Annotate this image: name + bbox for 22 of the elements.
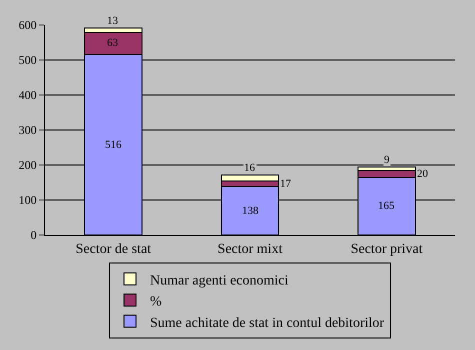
y-tick-label: 400 [18, 88, 37, 102]
legend-label: % [150, 294, 162, 310]
y-tick-label: 500 [18, 53, 37, 68]
y-tick-label: 200 [18, 158, 37, 172]
legend-label: Numar agenti economici [150, 273, 289, 288]
data-label: 9 [384, 154, 390, 166]
y-tick-label: 100 [18, 193, 37, 208]
y-tick-label: 600 [18, 18, 37, 32]
x-tick-label: Sector privat [350, 242, 423, 257]
y-tick-label: 0 [30, 228, 37, 242]
legend-label: Sume achitate de stat in contul debitorilor [150, 316, 384, 331]
data-label: 20 [417, 168, 428, 180]
y-tick-label: 300 [18, 123, 37, 138]
data-label: 165 [378, 200, 395, 212]
data-label: 16 [244, 162, 256, 174]
x-tick-label: Sector mixt [218, 242, 283, 257]
data-label: 138 [242, 205, 259, 217]
x-tick-label: Sector de stat [76, 242, 152, 257]
data-label: 63 [107, 37, 118, 49]
data-label: 13 [107, 15, 118, 27]
data-label: 516 [105, 139, 122, 151]
data-label: 17 [280, 178, 292, 190]
